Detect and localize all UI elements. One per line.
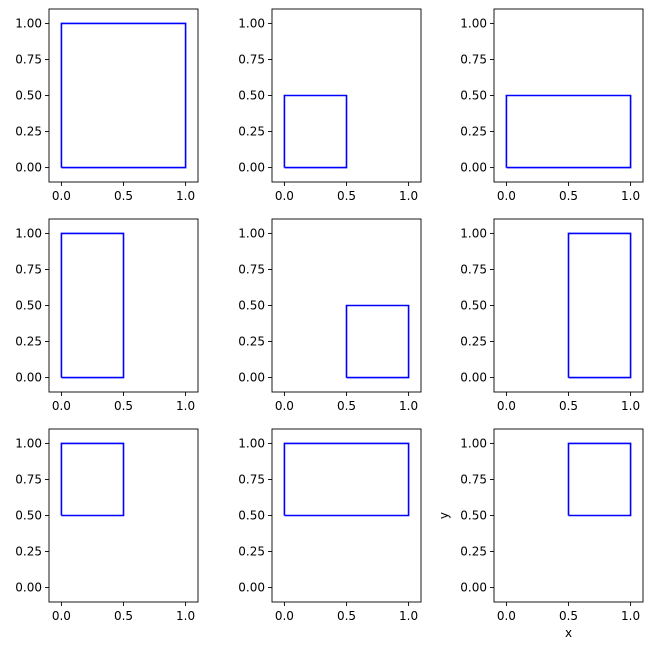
subplot-1: 0.0 0.5 1.0 0.00 0.25 0.50 0.75 1.00	[15, 8, 199, 203]
x-tick-label: 1.0	[399, 609, 418, 623]
y-tick-label: 1.00	[460, 436, 487, 450]
y-tick-label: 0.50	[15, 299, 42, 313]
y-tick-label: 0.50	[15, 509, 42, 523]
y-tick-label: 0.25	[15, 125, 42, 139]
y-tick-label: 0.25	[238, 545, 265, 559]
rectangle-outline	[60, 232, 125, 379]
x-tick-label: 0.5	[114, 189, 133, 203]
y-tick-label: 0.00	[15, 581, 42, 595]
y-tick-label: 1.00	[15, 436, 42, 450]
y-tick-label: 0.75	[15, 472, 42, 486]
y-tick-label: 0.50	[238, 89, 265, 103]
x-tick-label: 1.0	[399, 189, 418, 203]
x-tick-label: 1.0	[621, 189, 640, 203]
x-tick-label: 1.0	[399, 399, 418, 413]
rectangle-outline	[60, 22, 187, 169]
y-tick-label: 0.50	[238, 299, 265, 313]
y-tick-label: 1.00	[15, 16, 42, 30]
y-tick-label: 0.25	[238, 335, 265, 349]
y-tick-label: 0.00	[15, 371, 42, 385]
x-tick-label: 0.0	[275, 189, 294, 203]
subplot-9: 0.0 0.5 1.0 0.00 0.25 0.50 0.75 1.00 x y	[437, 428, 644, 640]
rectangle-outline	[283, 442, 410, 517]
y-tick-label: 0.25	[460, 545, 487, 559]
x-tick-label: 1.0	[621, 399, 640, 413]
subplot-6: 0.0 0.5 1.0 0.00 0.25 0.50 0.75 1.00	[460, 218, 644, 413]
y-tick-label: 0.00	[15, 161, 42, 175]
x-tick-label: 0.5	[559, 399, 578, 413]
y-tick-label: 0.00	[238, 371, 265, 385]
y-tick-label: 0.50	[15, 89, 42, 103]
y-tick-label: 0.50	[460, 509, 487, 523]
x-tick-label: 0.5	[114, 609, 133, 623]
y-tick-label: 1.00	[238, 436, 265, 450]
x-tick-label: 0.0	[497, 189, 516, 203]
x-axis-label: x	[565, 626, 572, 640]
x-tick-label: 0.0	[497, 609, 516, 623]
axes-frame	[48, 8, 199, 183]
y-tick-label: 0.00	[460, 161, 487, 175]
y-tick-label: 1.00	[460, 226, 487, 240]
x-tick-label: 0.0	[52, 399, 71, 413]
subplot-7: 0.0 0.5 1.0 0.00 0.25 0.50 0.75 1.00	[15, 428, 199, 623]
rectangle-outline	[567, 232, 632, 379]
x-tick-label: 1.0	[176, 399, 195, 413]
y-tick-label: 0.25	[460, 335, 487, 349]
y-tick-label: 0.00	[460, 371, 487, 385]
x-tick-label: 0.5	[337, 189, 356, 203]
y-tick-label: 0.75	[460, 52, 487, 66]
y-tick-label: 0.75	[460, 262, 487, 276]
x-tick-label: 0.5	[559, 609, 578, 623]
rectangle-outline	[60, 442, 125, 517]
y-tick-label: 0.25	[238, 125, 265, 139]
x-tick-label: 0.5	[337, 609, 356, 623]
y-tick-label: 0.75	[238, 52, 265, 66]
y-tick-label: 0.25	[15, 545, 42, 559]
x-tick-label: 0.5	[337, 399, 356, 413]
x-tick-label: 0.0	[497, 399, 516, 413]
x-tick-label: 0.0	[275, 609, 294, 623]
rectangle-outline	[283, 94, 348, 169]
y-tick-label: 0.75	[15, 52, 42, 66]
x-tick-label: 0.0	[52, 189, 71, 203]
y-tick-label: 1.00	[238, 226, 265, 240]
y-tick-label: 0.00	[238, 581, 265, 595]
x-tick-label: 1.0	[621, 609, 640, 623]
x-tick-label: 0.0	[275, 399, 294, 413]
subplot-5: 0.0 0.5 1.0 0.00 0.25 0.50 0.75 1.00	[238, 218, 422, 413]
y-tick-label: 0.50	[238, 509, 265, 523]
x-tick-label: 0.0	[52, 609, 71, 623]
rectangle-outline	[505, 94, 632, 169]
y-tick-label: 0.75	[238, 262, 265, 276]
rectangle-outline	[345, 304, 410, 379]
y-tick-label: 0.50	[460, 89, 487, 103]
y-tick-label: 1.00	[15, 226, 42, 240]
subplot-4: 0.0 0.5 1.0 0.00 0.25 0.50 0.75 1.00	[15, 218, 199, 413]
y-tick-label: 0.75	[460, 472, 487, 486]
y-axis-label: y	[437, 512, 451, 519]
y-tick-label: 0.00	[238, 161, 265, 175]
y-tick-label: 0.25	[460, 125, 487, 139]
subplot-2: 0.0 0.5 1.0 0.00 0.25 0.50 0.75 1.00	[238, 8, 422, 203]
subplot-3: 0.0 0.5 1.0 0.00 0.25 0.50 0.75 1.00	[460, 8, 644, 203]
y-tick-label: 1.00	[460, 16, 487, 30]
y-tick-label: 0.25	[15, 335, 42, 349]
subplot-8: 0.0 0.5 1.0 0.00 0.25 0.50 0.75 1.00	[238, 428, 422, 623]
x-tick-label: 0.5	[114, 399, 133, 413]
x-tick-label: 1.0	[176, 189, 195, 203]
rectangle-outline	[567, 442, 632, 517]
y-tick-label: 0.75	[238, 472, 265, 486]
x-tick-label: 0.5	[559, 189, 578, 203]
x-tick-label: 1.0	[176, 609, 195, 623]
y-tick-label: 0.00	[460, 581, 487, 595]
y-tick-label: 0.50	[460, 299, 487, 313]
y-tick-label: 1.00	[238, 16, 265, 30]
y-tick-label: 0.75	[15, 262, 42, 276]
